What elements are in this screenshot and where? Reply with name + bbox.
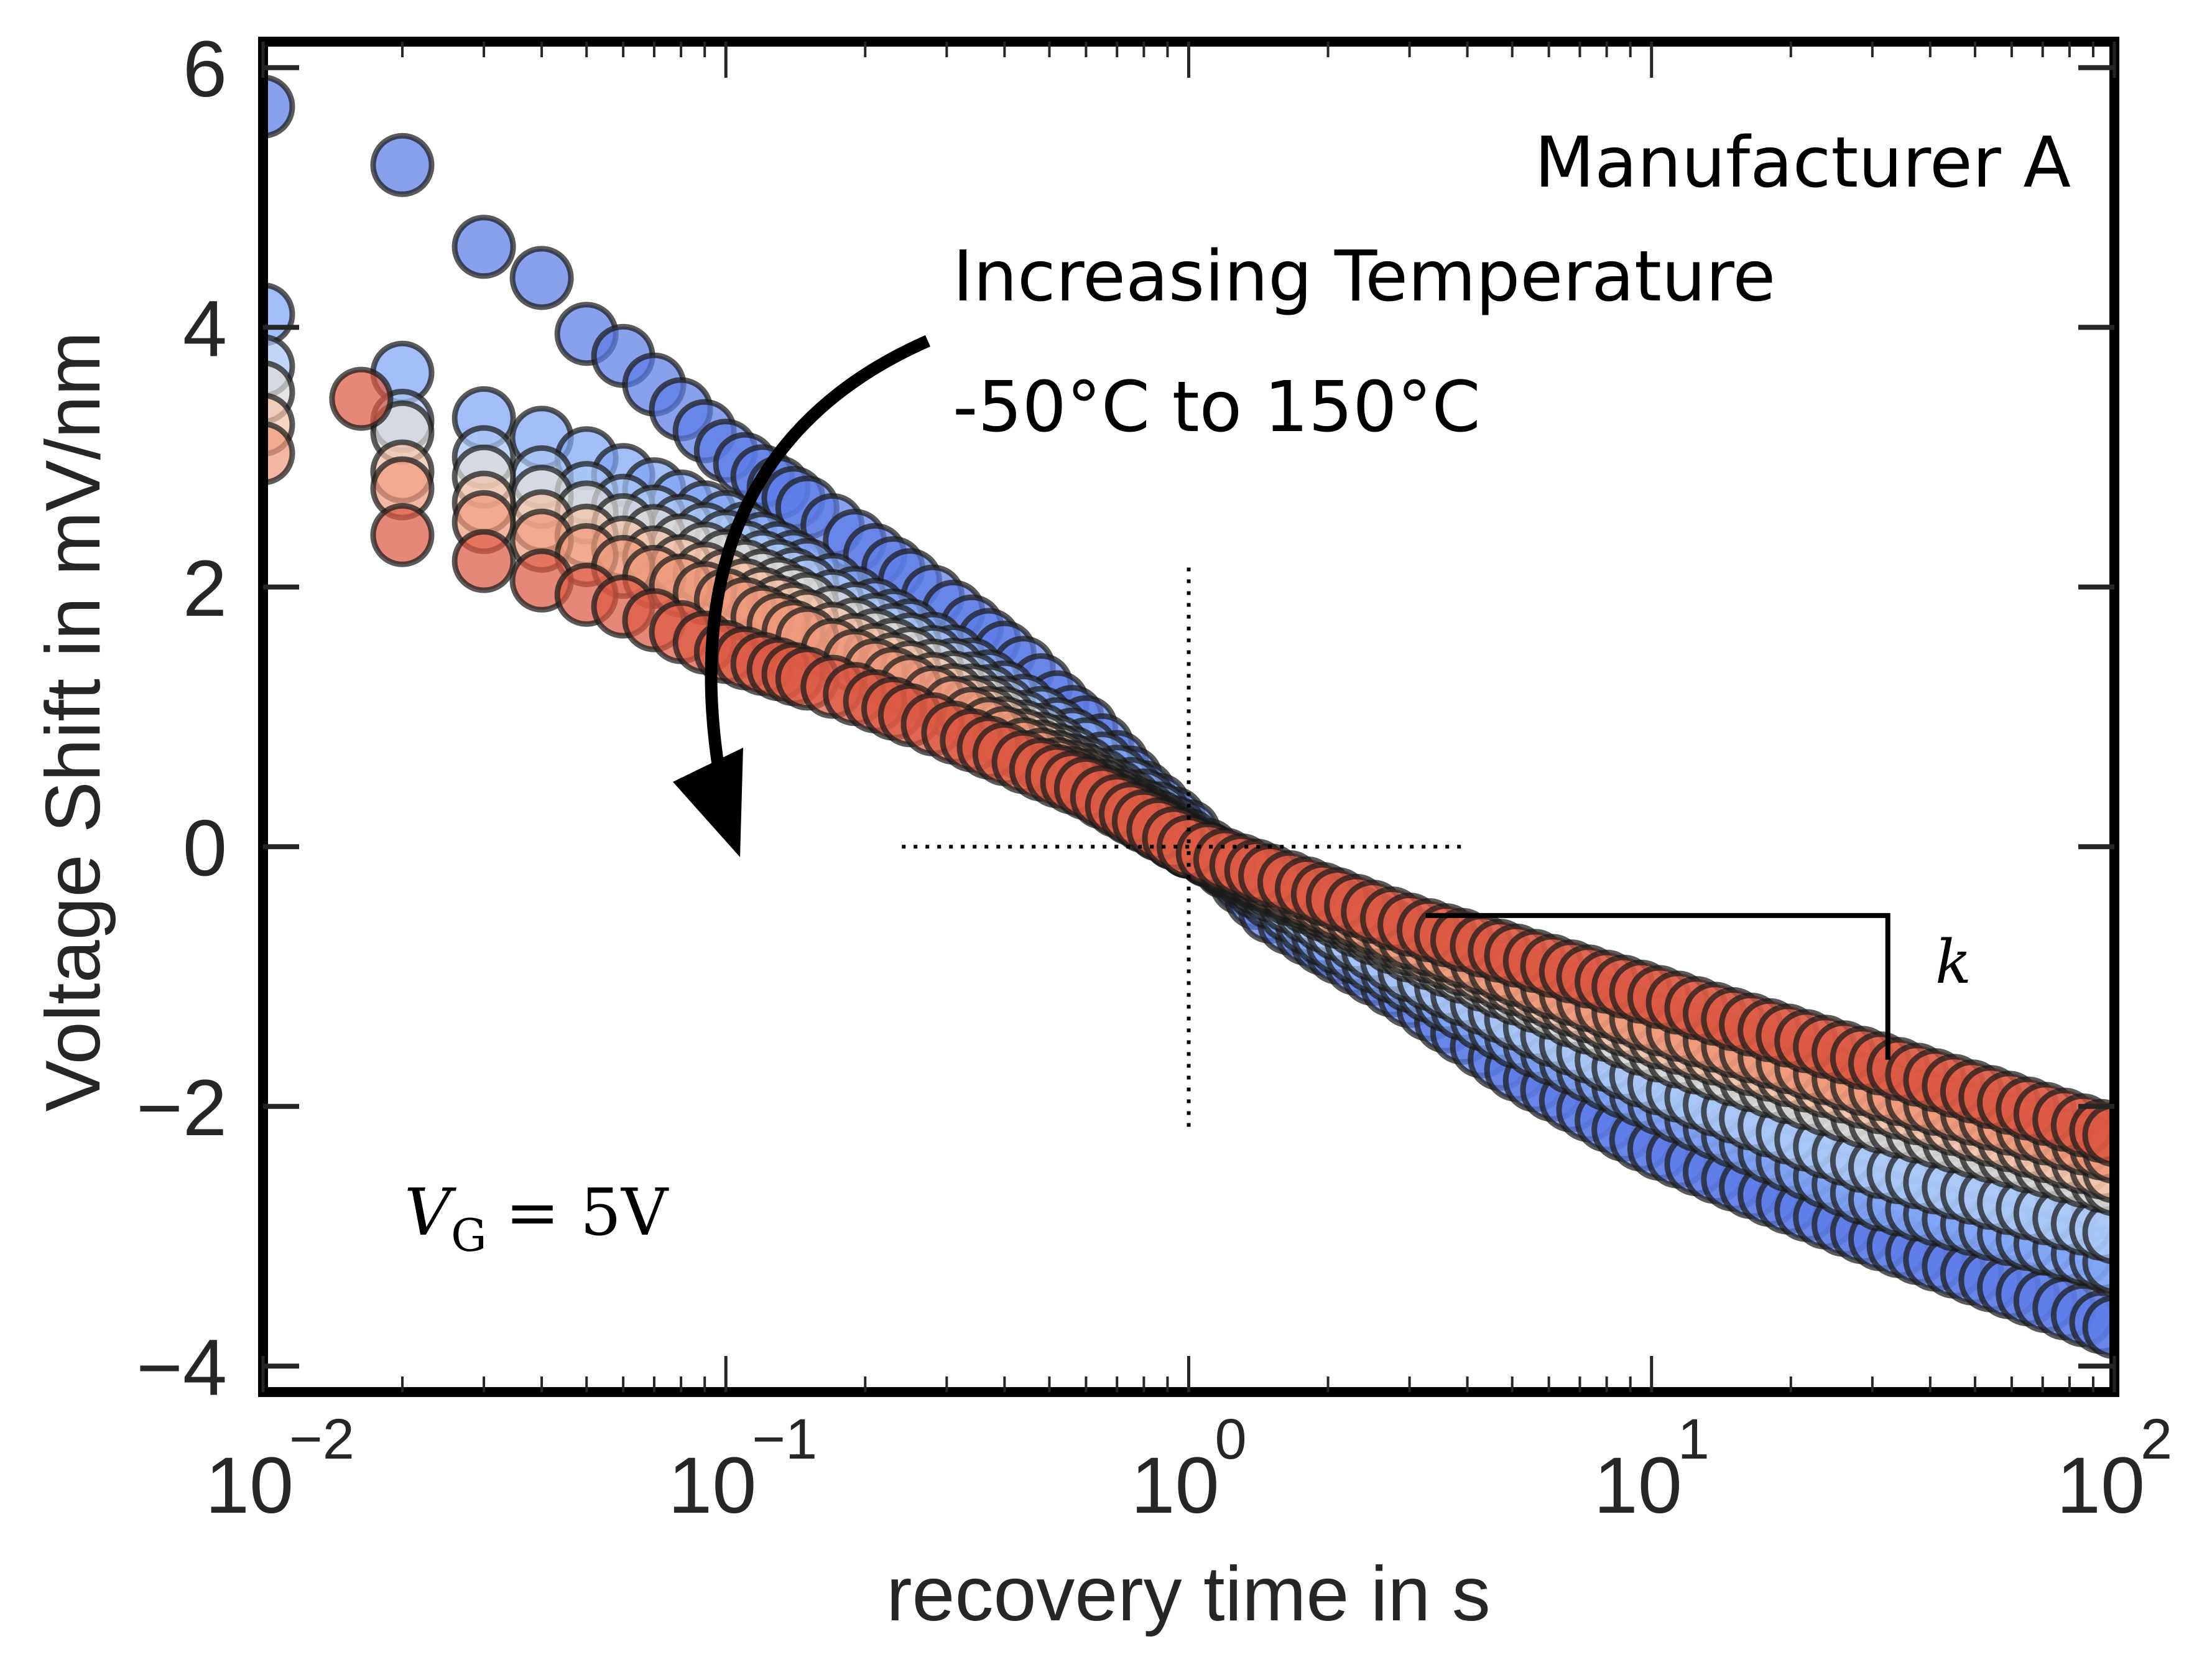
x-tick-exponent: 0	[1215, 1408, 1247, 1471]
gate-voltage-symbol: V	[404, 1174, 456, 1250]
data-point	[263, 421, 295, 486]
slope-bracket-line	[1425, 912, 1890, 1060]
y-tick-label: −4	[136, 1323, 227, 1412]
x-tick-label: 10	[1131, 1441, 1219, 1530]
tick-marks	[261, 42, 2116, 1392]
slope-bracket	[1425, 912, 1890, 1060]
x-tick-label: 10	[1594, 1441, 1682, 1530]
x-tick-label: 10	[205, 1441, 294, 1530]
data-point	[2082, 1103, 2114, 1168]
scatter-markers	[263, 74, 2114, 1360]
panel-label: Manufacturer A	[1534, 123, 2071, 203]
gate-voltage-condition: VG = 5V	[404, 1174, 669, 1261]
data-point	[2082, 1200, 2114, 1265]
data-point	[509, 246, 574, 310]
arrow-label-line2: -50°C to 150°C	[953, 367, 1481, 448]
slope-label: k	[1935, 927, 1971, 997]
y-axis-title: Voltage Shift in mV/nm	[30, 332, 116, 1112]
arrow-label-line1: Increasing Temperature	[953, 236, 1775, 317]
y-tick-label: −2	[136, 1064, 227, 1153]
x-tick-exponent: −1	[752, 1408, 817, 1471]
data-point	[370, 503, 435, 567]
data-point	[451, 215, 516, 279]
series-6	[329, 366, 2114, 1168]
x-tick-exponent: −2	[289, 1408, 354, 1471]
gate-voltage-subscript: G	[451, 1209, 487, 1261]
x-tick-exponent: 2	[2140, 1408, 2172, 1471]
data-point	[370, 132, 435, 197]
data-point	[263, 74, 295, 139]
y-tick-label: 0	[183, 804, 227, 893]
data-point	[329, 366, 394, 431]
increasing-temperature-arrow-icon	[673, 335, 931, 857]
gate-voltage-value: = 5V	[506, 1174, 669, 1250]
data-point	[451, 529, 516, 593]
data-point	[2082, 1295, 2114, 1360]
x-axis-title: recovery time in s	[886, 1551, 1491, 1637]
x-tick-label: 10	[2057, 1441, 2145, 1530]
y-tick-label: 6	[183, 25, 227, 114]
x-tick-exponent: 1	[1678, 1408, 1710, 1471]
y-tick-label: 2	[183, 544, 227, 633]
y-tick-label: 4	[183, 284, 227, 373]
x-tick-label: 10	[668, 1441, 756, 1530]
